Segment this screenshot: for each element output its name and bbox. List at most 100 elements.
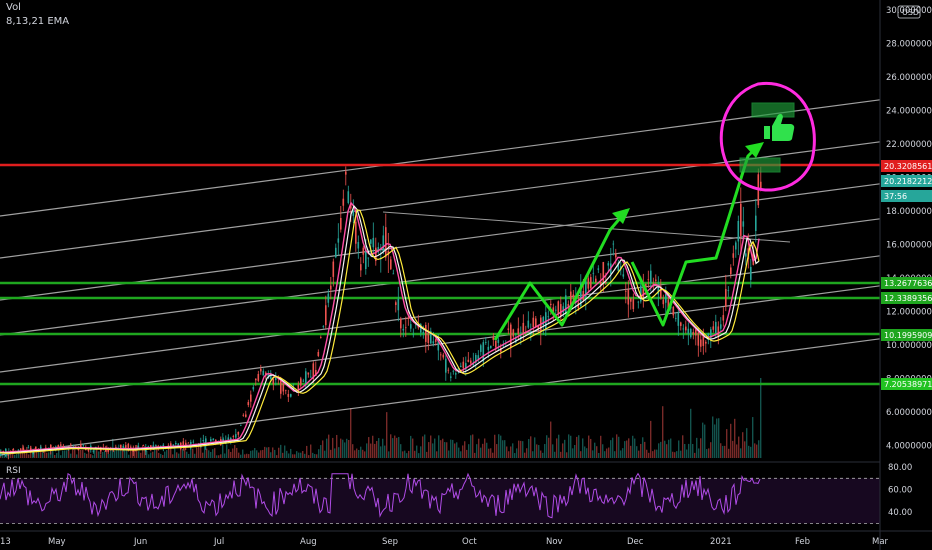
volume-bar <box>198 445 200 458</box>
candle-body <box>35 446 37 451</box>
volume-bar <box>698 448 700 458</box>
candle-body <box>232 436 235 437</box>
price-tick-label: 28.00000000 <box>886 40 932 50</box>
support-price-1-label: 13.26776367 <box>884 279 932 288</box>
volume-bar <box>464 441 466 458</box>
candle-body <box>285 389 287 391</box>
volume-bar <box>636 446 638 458</box>
candle-body <box>512 329 515 337</box>
time-tick-label: May <box>48 537 66 547</box>
volume-bar <box>746 428 748 458</box>
candle-body <box>237 431 240 435</box>
candle-body <box>700 339 702 347</box>
candle-body <box>595 278 597 283</box>
volume-bar <box>544 444 546 458</box>
volume-bar <box>650 420 652 458</box>
volume-bar <box>268 447 270 458</box>
candle-body <box>87 449 90 451</box>
candle-body <box>655 279 657 281</box>
candle-body <box>527 320 530 328</box>
rsi-legend[interactable]: RSI <box>6 466 21 476</box>
candle-body <box>247 402 250 406</box>
candle-body <box>550 303 552 305</box>
candle-body <box>40 446 42 450</box>
volume-bar <box>210 451 212 458</box>
volume-bar <box>476 444 478 458</box>
candle-body <box>710 329 712 339</box>
volume-bar <box>410 435 412 458</box>
volume-bar <box>708 448 710 458</box>
volume-legend[interactable]: Vol <box>6 2 21 13</box>
volume-bar <box>500 435 502 458</box>
candle-body <box>452 370 455 372</box>
volume-bar <box>218 455 220 458</box>
volume-bar <box>178 453 180 458</box>
candle-body <box>12 449 15 451</box>
volume-bar <box>266 447 268 458</box>
volume-bar <box>252 450 254 458</box>
volume-bar <box>534 437 536 458</box>
candle-body <box>137 445 140 448</box>
volume-bar <box>246 453 248 458</box>
volume-bar <box>664 440 666 458</box>
price-tick-label: 4.00000000 <box>886 442 932 452</box>
volume-bar <box>750 446 752 458</box>
candle-body <box>675 317 677 319</box>
volume-bar <box>422 436 424 458</box>
volume-bar <box>358 449 360 458</box>
candle-body <box>475 354 477 363</box>
support-price-4-label: 7.20538971 <box>884 380 932 389</box>
candle-body <box>402 328 405 331</box>
volume-bar <box>284 445 286 458</box>
rsi-tick-label: 60.00 <box>888 486 912 496</box>
volume-bar <box>404 450 406 458</box>
candle-body <box>305 371 307 386</box>
volume-bar <box>760 378 762 458</box>
volume-bar <box>582 438 584 458</box>
volume-bar <box>148 454 150 458</box>
candle-body <box>677 312 680 326</box>
currency-badge[interactable] <box>897 5 921 19</box>
volume-bar <box>712 416 714 458</box>
volume-bar <box>430 435 432 458</box>
volume-bar <box>264 446 266 458</box>
candle-body <box>745 253 747 257</box>
time-tick-label: Jul <box>213 537 224 547</box>
candle-body <box>257 374 260 381</box>
volume-bar <box>684 443 686 458</box>
candle-body <box>750 266 752 280</box>
volume-bar <box>232 448 234 458</box>
candle-body <box>502 345 505 347</box>
volume-bar <box>516 448 518 458</box>
volume-bar <box>350 408 352 458</box>
volume-bar <box>512 443 514 458</box>
candle-body <box>242 414 245 416</box>
volume-bar <box>638 450 640 458</box>
volume-bar <box>368 437 370 458</box>
price-tick-label: 24.00000000 <box>886 107 932 117</box>
volume-bar <box>282 452 284 458</box>
ema-legend[interactable]: 8,13,21 EMA <box>6 16 70 27</box>
volume-bar <box>472 434 474 458</box>
volume-bar <box>686 449 688 458</box>
volume-bar <box>670 438 672 458</box>
volume-bar <box>4 454 6 458</box>
candle-body <box>725 289 727 307</box>
candle-body <box>532 317 535 328</box>
candle-body <box>490 345 492 348</box>
volume-bar <box>310 444 312 458</box>
volume-bar <box>652 451 654 458</box>
candle-body <box>325 305 327 326</box>
channel-line <box>0 99 881 217</box>
candle-body <box>290 394 292 397</box>
current-price-badge <box>881 175 932 187</box>
candle-body <box>205 438 207 447</box>
volume-bar <box>298 452 300 458</box>
volume-bar <box>706 449 708 458</box>
candle-body <box>2 450 5 452</box>
volume-bar <box>502 440 504 458</box>
volume-bar <box>478 438 480 458</box>
candle-body <box>332 261 335 277</box>
